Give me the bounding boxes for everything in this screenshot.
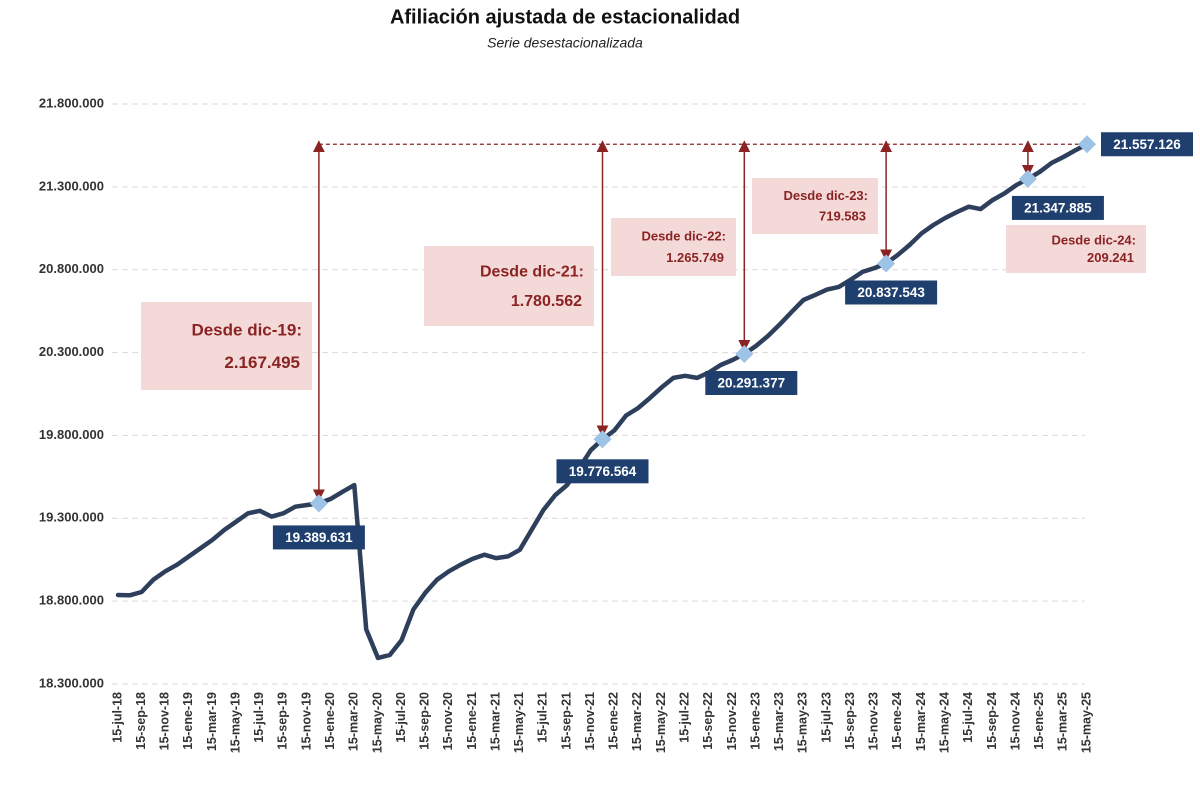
x-tick-label: 15-mar-19 <box>205 692 219 751</box>
annotation-title: Desde dic-23: <box>783 188 868 203</box>
y-tick-label: 21.300.000 <box>39 178 104 193</box>
x-tick-label: 15-mar-22 <box>630 692 644 751</box>
annotation-value: 719.583 <box>819 209 866 224</box>
value-label-box <box>705 371 798 396</box>
annotation-box <box>1006 225 1146 273</box>
value-label-box <box>1101 132 1193 157</box>
x-tick-label: 15-sep-24 <box>985 692 999 750</box>
annotation-title: Desde dic-22: <box>641 229 726 244</box>
y-tick-label: 20.800.000 <box>39 261 104 276</box>
x-tick-label: 15-jul-18 <box>110 692 124 743</box>
marker <box>735 345 754 364</box>
marker <box>1078 135 1096 154</box>
chart-subtitle: Serie desestacionalizada <box>487 35 643 51</box>
annotation-title: Desde dic-21: <box>480 264 584 281</box>
x-tick-label: 15-nov-23 <box>867 692 881 750</box>
annotation-title: Desde dic-19: <box>191 321 302 340</box>
annotation-box <box>424 246 594 326</box>
x-tick-label: 15-sep-22 <box>701 692 715 750</box>
y-tick-label: 21.800.000 <box>39 95 104 110</box>
x-tick-label: 15-ene-23 <box>748 692 762 750</box>
x-tick-label: 15-mar-20 <box>347 692 361 751</box>
value-label: 21.347.885 <box>1024 200 1092 215</box>
annotation-box <box>611 218 736 276</box>
x-tick-label: 15-ene-24 <box>890 692 904 750</box>
x-tick-label: 15-nov-24 <box>1008 692 1022 750</box>
annotation-box <box>141 302 312 390</box>
y-tick-label: 18.300.000 <box>39 675 104 690</box>
x-tick-label: 15-mar-23 <box>772 692 786 751</box>
x-tick-label: 15-sep-20 <box>418 692 432 750</box>
x-tick-label: 15-nov-18 <box>158 692 172 750</box>
value-label: 19.389.631 <box>285 530 353 545</box>
value-label-box <box>556 459 649 484</box>
x-tick-label: 15-may-22 <box>654 692 668 753</box>
marker <box>309 494 328 513</box>
x-tick-label: 15-may-23 <box>796 692 810 753</box>
annotation-value: 1.265.749 <box>666 250 724 265</box>
value-label-box <box>1011 195 1104 220</box>
x-tick-label: 15-ene-20 <box>323 692 337 750</box>
x-tick-label: 15-may-21 <box>512 692 526 753</box>
x-tick-label: 15-nov-21 <box>583 692 597 750</box>
x-tick-label: 15-nov-19 <box>299 692 313 750</box>
x-tick-label: 15-may-19 <box>228 692 242 753</box>
marker <box>593 430 612 449</box>
annotation-value: 209.241 <box>1087 250 1134 265</box>
value-label: 21.557.126 <box>1113 137 1181 152</box>
x-tick-label: 15-may-25 <box>1079 692 1093 753</box>
chart-title: Afiliación ajustada de estacionalidad <box>390 6 740 28</box>
value-label: 20.291.377 <box>718 376 786 391</box>
x-tick-label: 15-mar-21 <box>488 692 502 751</box>
value-label-box <box>272 525 365 550</box>
x-tick-label: 15-mar-24 <box>914 692 928 751</box>
value-label: 19.776.564 <box>569 464 637 479</box>
x-tick-label: 15-jul-21 <box>536 692 550 743</box>
x-tick-label: 15-may-20 <box>370 692 384 753</box>
y-tick-label: 20.300.000 <box>39 344 104 359</box>
x-tick-label: 15-sep-21 <box>559 692 573 750</box>
value-label: 20.837.543 <box>857 285 925 300</box>
y-tick-label: 19.300.000 <box>39 510 104 525</box>
x-tick-label: 15-ene-19 <box>181 692 195 750</box>
x-tick-label: 15-may-24 <box>937 692 951 753</box>
x-tick-label: 15-sep-23 <box>843 692 857 750</box>
x-tick-label: 15-sep-18 <box>134 692 148 750</box>
x-tick-label: 15-ene-25 <box>1032 692 1046 750</box>
x-tick-label: 15-ene-21 <box>465 692 479 750</box>
y-tick-label: 19.800.000 <box>39 427 104 442</box>
x-tick-label: 15-jul-22 <box>678 692 692 743</box>
annotation-value: 2.167.495 <box>224 353 300 372</box>
x-tick-label: 15-nov-22 <box>725 692 739 750</box>
x-tick-label: 15-jul-24 <box>961 692 975 743</box>
annotation-value: 1.780.562 <box>511 293 582 310</box>
marker <box>1018 169 1037 188</box>
x-tick-label: 15-mar-25 <box>1056 692 1070 751</box>
y-tick-label: 18.800.000 <box>39 593 104 608</box>
x-tick-label: 15-nov-20 <box>441 692 455 750</box>
x-tick-label: 15-sep-19 <box>276 692 290 750</box>
x-tick-label: 15-ene-22 <box>607 692 621 750</box>
value-label-box <box>845 280 938 305</box>
x-tick-label: 15-jul-19 <box>252 692 266 743</box>
x-tick-label: 15-jul-20 <box>394 692 408 743</box>
x-tick-label: 15-jul-23 <box>819 692 833 743</box>
annotation-title: Desde dic-24: <box>1051 232 1136 247</box>
marker <box>877 254 896 273</box>
annotation-box <box>752 178 878 234</box>
